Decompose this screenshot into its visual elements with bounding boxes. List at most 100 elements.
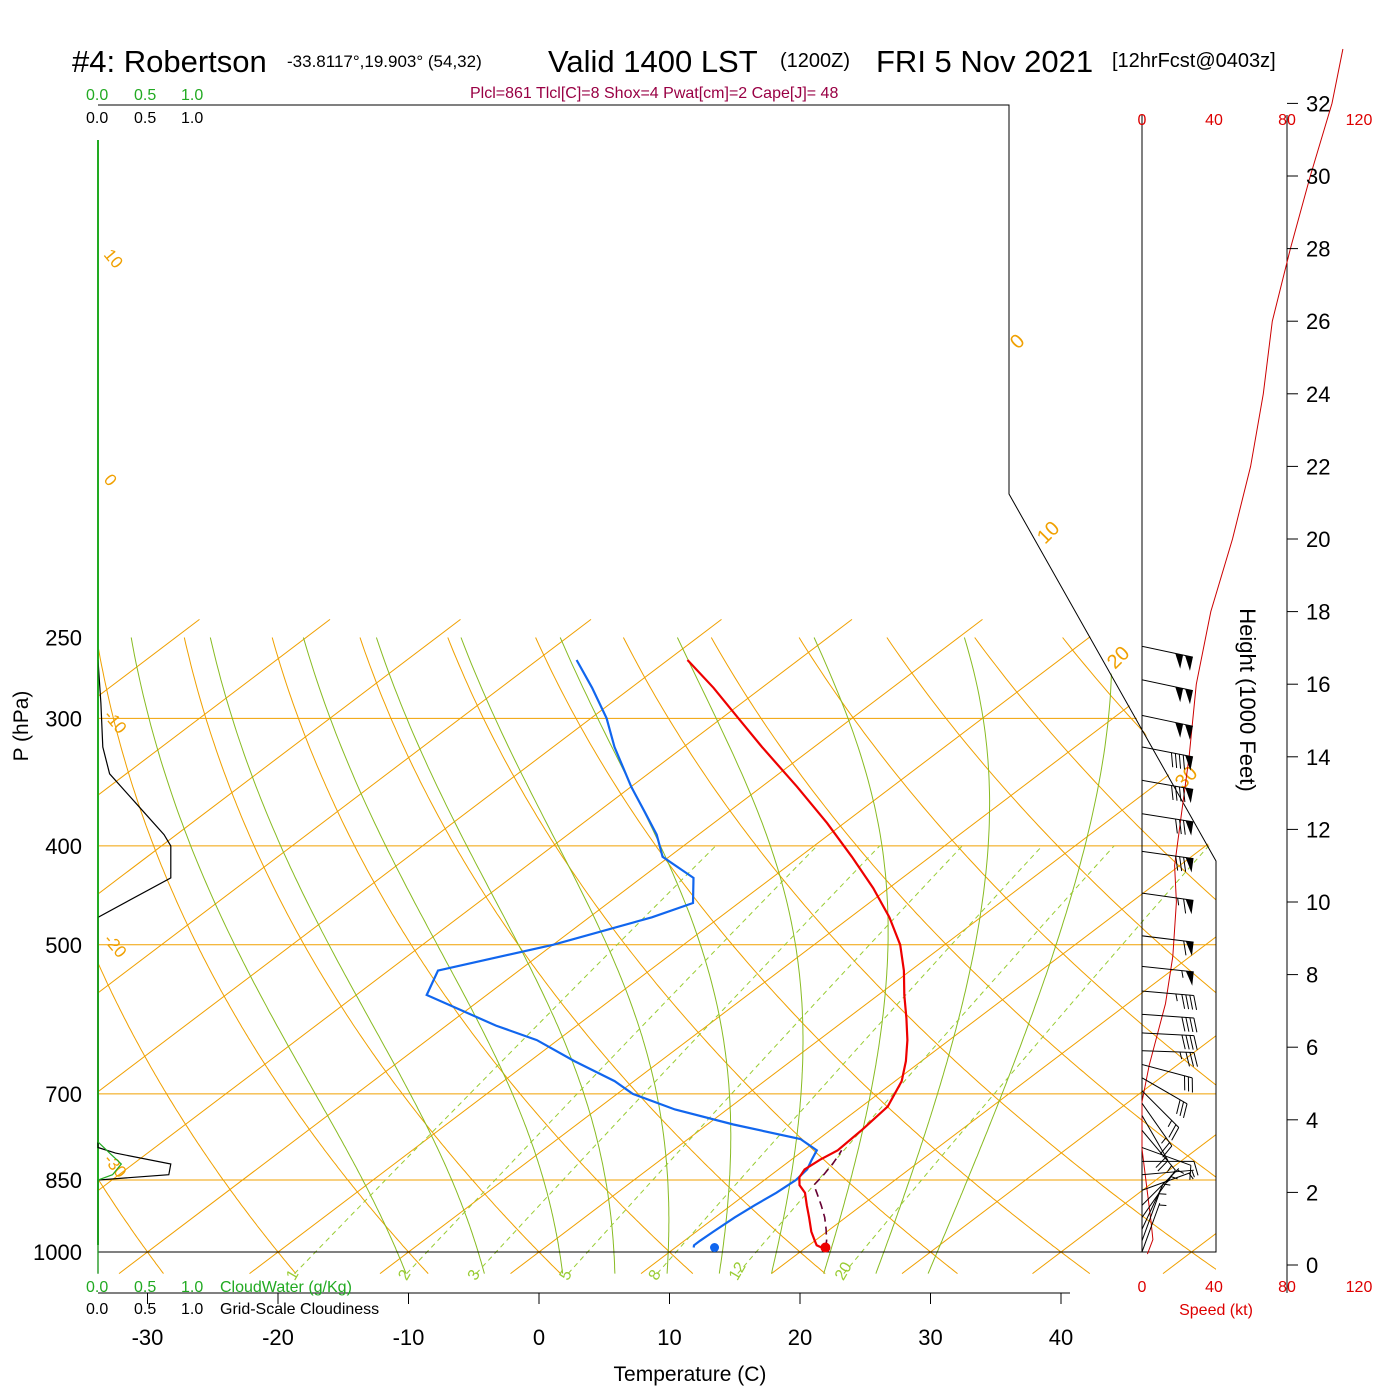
barb-full	[1170, 752, 1174, 768]
cloudiness-scale-1-top: 1.0	[181, 110, 203, 127]
barb-flag	[1185, 857, 1194, 873]
isotherm-line	[98, 619, 592, 994]
plot-mask	[1009, 105, 1218, 861]
height-tick-label: 12	[1306, 817, 1330, 842]
mixing-ratio-line	[406, 845, 818, 1274]
moist-adiabat-line	[813, 637, 889, 1274]
mixing-ratio-label: 8	[646, 1267, 665, 1283]
cloudwater-scale-05-top: 0.5	[134, 87, 156, 104]
cloudiness-scale-05-bottom: 0.5	[134, 1301, 156, 1318]
barb-full	[1171, 1127, 1180, 1141]
dry-adiabat-line	[1238, 638, 1400, 1274]
isotherm-line	[771, 936, 1216, 1274]
height-tick-label: 6	[1306, 1035, 1318, 1060]
barb-full	[1193, 1161, 1199, 1176]
x-tick-label: -30	[132, 1325, 164, 1350]
height-tick-label: 10	[1306, 890, 1330, 915]
x-axis-title: Temperature (C)	[614, 1363, 767, 1386]
profiles	[425, 659, 909, 1253]
speed-tick-0-bottom: 0	[1138, 1279, 1147, 1296]
height-tick-label: 8	[1306, 963, 1318, 988]
mixing-ratio-label: 20	[832, 1259, 856, 1283]
pressure-tick-label: 250	[45, 626, 82, 651]
barb-full	[1155, 1156, 1167, 1168]
barb-full	[1174, 786, 1178, 801]
height-tick-label: 30	[1306, 164, 1330, 189]
cloudiness-scale-05-top: 0.5	[134, 110, 156, 127]
barb-full	[1183, 1103, 1188, 1119]
height-tick-label: 32	[1306, 91, 1330, 116]
surface-temperature-dot	[820, 1242, 831, 1253]
barb-staff	[1141, 645, 1193, 658]
height-tick-label: 18	[1306, 600, 1330, 625]
barb-half	[1170, 1176, 1178, 1180]
mixing-ratio-line	[294, 845, 717, 1274]
moist-adiabat-line	[676, 637, 804, 1274]
height-tick-label: 28	[1306, 237, 1330, 262]
mixing-ratio-line	[475, 845, 881, 1274]
wind-barb	[1141, 1050, 1198, 1067]
speed-tick-0-top: 0	[1138, 112, 1147, 129]
wind-barb	[1141, 1115, 1169, 1172]
dry-adiabat-line	[535, 637, 1091, 1275]
barb-full	[1157, 1160, 1169, 1172]
moist-adiabat-line	[460, 637, 670, 1274]
barb-full	[1193, 995, 1198, 1010]
moist-adiabat-line	[875, 637, 991, 1274]
pressure-tick-label: 400	[45, 834, 82, 859]
x-tick-label: 20	[788, 1325, 812, 1350]
moist-adiabat-line	[559, 637, 732, 1274]
speed-tick-120-top: 120	[1346, 112, 1373, 129]
barb-staff	[1141, 714, 1193, 727]
barb-staff	[1141, 1202, 1161, 1253]
moist-adiabat-line	[130, 637, 407, 1274]
barb-staff	[1141, 813, 1194, 823]
axes: 0246810121416182022242628303225030040050…	[33, 91, 1330, 1350]
barb-staff	[1141, 1077, 1188, 1105]
isotherm-line	[510, 738, 1216, 1274]
notch-mask	[1009, 105, 1218, 861]
barb-full	[1193, 1017, 1198, 1033]
barb-full	[1182, 820, 1186, 835]
wind-barb	[1141, 850, 1194, 873]
isotherm-line	[1032, 1133, 1216, 1274]
barb-full	[1174, 753, 1178, 768]
barb-full	[1193, 1035, 1198, 1050]
barb-full	[1178, 754, 1182, 769]
barb-full	[1189, 1052, 1194, 1067]
temperature-line	[686, 659, 909, 1249]
barb-flag	[1185, 970, 1194, 986]
barb-full	[1168, 1124, 1177, 1138]
frame-outline	[98, 104, 1217, 1253]
barb-full	[1183, 857, 1187, 872]
barb-full	[1185, 1017, 1190, 1032]
speed-tick-40-top: 40	[1205, 112, 1223, 129]
wind-barb	[1141, 1077, 1188, 1119]
barb-full	[1178, 786, 1182, 802]
stability-params: Plcl=861 Tlcl[C]=8 Shox=4 Pwat[cm]=2 Cap…	[470, 85, 838, 102]
isotherm-label: 10	[100, 245, 127, 272]
barb-half	[1175, 993, 1178, 1002]
barb-staff	[1141, 679, 1193, 692]
pressure-tick-label: 700	[45, 1082, 82, 1107]
barb-staff	[1141, 1103, 1173, 1147]
wind-barb	[1141, 1013, 1198, 1033]
dry-adiabat-line	[622, 637, 1216, 1270]
height-tick-label: 4	[1306, 1108, 1318, 1133]
barb-flag	[1185, 899, 1194, 915]
barb-half	[1177, 898, 1180, 906]
moist-adiabat-line	[302, 637, 564, 1274]
barb-staff	[1141, 1191, 1161, 1241]
dry-adiabat-line	[710, 637, 1216, 1178]
barb-full	[1181, 1017, 1186, 1032]
mixing-ratio-line	[656, 845, 1043, 1274]
wind-barb	[1141, 813, 1194, 836]
wind-barb	[1141, 892, 1194, 915]
dry-adiabat-line	[447, 637, 958, 1274]
barb-staff	[1141, 892, 1194, 901]
mixing-ratio-label: 12	[726, 1259, 750, 1283]
barb-staff	[1141, 850, 1194, 860]
wind-barb	[1141, 935, 1194, 957]
cloudiness-axis-title: Grid-Scale Cloudiness	[220, 1301, 379, 1318]
